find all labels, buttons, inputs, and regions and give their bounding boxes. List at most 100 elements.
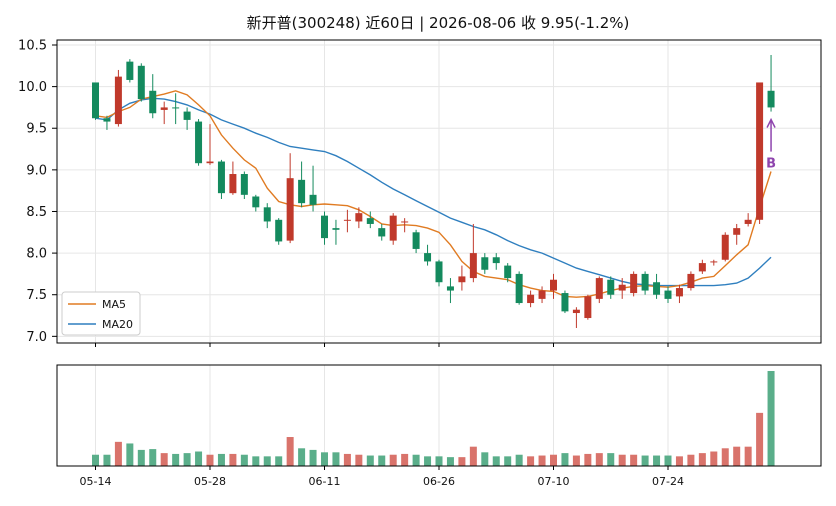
candle-body (321, 215, 328, 239)
candle (298, 161, 306, 208)
volume-bar (756, 412, 764, 466)
signal-label: B (766, 157, 776, 172)
candle-body (481, 257, 489, 270)
candle (412, 229, 420, 254)
candle-body (206, 161, 214, 164)
candle (744, 213, 752, 227)
volume-bar (114, 441, 122, 466)
volume-bar (435, 456, 443, 466)
candle-body (332, 228, 340, 230)
candle-body (229, 174, 237, 194)
candle (698, 259, 706, 274)
candle (263, 203, 271, 229)
candle (378, 223, 386, 241)
volume-bar (607, 453, 615, 466)
candle-body (275, 219, 283, 242)
volume-bar (286, 437, 294, 466)
candle-body (492, 257, 500, 264)
candle (584, 294, 592, 320)
signal-marker: B (766, 117, 776, 172)
y-tick-label: 9.0 (26, 163, 47, 178)
candle (653, 273, 661, 299)
candle-body (149, 90, 157, 114)
candle (424, 244, 432, 266)
volume-bar (675, 456, 683, 466)
y-tick-label: 7.5 (26, 288, 47, 303)
volume-bar (595, 453, 603, 466)
volume-bar (492, 456, 500, 466)
candle-body (309, 194, 317, 205)
price-panel: 7.0 7.5 8.0 8.5 9.0 9.5 10.0 10.5 B MA5 MA20 (18, 38, 822, 345)
volume-bar (160, 453, 168, 466)
candle (492, 253, 500, 270)
volume-bar (664, 455, 672, 466)
candle-body (767, 90, 775, 108)
candle-body (618, 284, 626, 291)
candle-body (103, 118, 111, 122)
volume-bar (355, 454, 363, 466)
volume-bar (469, 446, 477, 466)
volume-bar (733, 446, 741, 466)
candle (767, 54, 775, 112)
candle-body (137, 65, 145, 100)
candle (355, 207, 363, 229)
candle (756, 82, 764, 224)
candle-body (721, 234, 729, 260)
candle (366, 211, 374, 229)
candle (321, 211, 328, 245)
candle-body (343, 219, 351, 221)
volume-bar (92, 454, 99, 466)
candle-body (584, 296, 592, 319)
volume-bar (698, 453, 706, 466)
volume-bar (126, 443, 134, 466)
candle-body (160, 107, 168, 110)
volume-bar (550, 454, 557, 466)
candle-body (446, 286, 454, 291)
candle (550, 273, 557, 299)
candle (332, 219, 340, 245)
volume-bar (424, 456, 432, 466)
volume-bar (538, 455, 546, 466)
candle-body (92, 82, 99, 119)
x-axis: 05-14 05-28 06-11 06-26 07-10 07-24 (80, 343, 684, 488)
candle-body (710, 261, 718, 263)
y-tick-label: 9.5 (26, 122, 47, 137)
candle-body (733, 228, 741, 235)
volume-grid (95, 365, 669, 466)
chart-title: 新开普(300248) 近60日 | 2026-08-06 收 9.95(-1.… (247, 14, 630, 32)
volume-bar (527, 456, 535, 466)
candle-body (607, 279, 615, 295)
candle (343, 209, 351, 233)
candle (630, 271, 638, 297)
candle (595, 276, 603, 304)
candle-body (378, 228, 386, 237)
candle (618, 278, 626, 299)
volume-bar (309, 449, 317, 466)
candle (675, 284, 683, 304)
volume-panel: 05-14 05-28 06-11 06-26 07-10 07-24 (56, 343, 822, 488)
volume-bar (446, 457, 454, 466)
candle (114, 69, 122, 127)
x-tick-label: 05-28 (194, 475, 226, 488)
candle (458, 265, 466, 291)
volume-bar (630, 454, 638, 466)
candle-body (595, 278, 603, 299)
candle (195, 119, 203, 166)
candle-body (240, 174, 248, 195)
candle (446, 278, 454, 304)
candle (126, 59, 134, 83)
candle-body (756, 82, 764, 220)
candle (481, 253, 489, 274)
legend-ma5-label: MA5 (102, 298, 126, 311)
volume-bars (92, 371, 775, 466)
price-y-axis: 7.0 7.5 8.0 8.5 9.0 9.5 10.0 10.5 (18, 38, 57, 345)
volume-bar (195, 451, 203, 466)
volume-bar (412, 454, 420, 466)
candle-body (366, 218, 374, 224)
volume-bar (515, 454, 523, 466)
candle (229, 161, 237, 195)
candle (183, 107, 191, 130)
candle (217, 159, 225, 199)
candle-body (630, 273, 638, 294)
